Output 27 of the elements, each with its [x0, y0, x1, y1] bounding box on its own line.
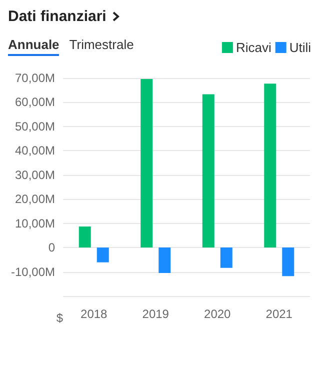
bar [264, 84, 276, 248]
chart-title: Dati finanziari [8, 8, 106, 25]
x-tick-label: 2019 [142, 307, 170, 321]
bar [202, 94, 214, 248]
y-tick-label: 70,00M [14, 71, 55, 85]
y-tick-label: 50,00M [14, 119, 55, 134]
legend-label: Ricavi [236, 40, 272, 55]
y-tick-label: 20,00M [14, 192, 55, 206]
x-tick-label: 2018 [80, 307, 108, 321]
y-tick-label: -10,00M [10, 264, 55, 279]
bar [158, 248, 171, 273]
y-axis-title: $ [56, 311, 64, 325]
x-tick-label: 2021 [266, 307, 293, 321]
bar [78, 226, 91, 248]
text: Trimestrale [69, 37, 134, 54]
legend-label: Utili [289, 40, 312, 55]
bar [140, 78, 153, 248]
x-tick-label: 2020 [204, 307, 232, 321]
bar [96, 248, 109, 262]
y-tick-label: 40,00M [14, 144, 55, 158]
y-tick-label: 30,00M [14, 168, 55, 182]
y-tick-label: 10,00M [14, 216, 55, 230]
bar [282, 248, 294, 276]
bar [220, 248, 232, 268]
y-tick-label: 0 [48, 240, 56, 255]
text: Annuale [8, 37, 60, 56]
y-tick-label: 60,00M [14, 95, 55, 110]
